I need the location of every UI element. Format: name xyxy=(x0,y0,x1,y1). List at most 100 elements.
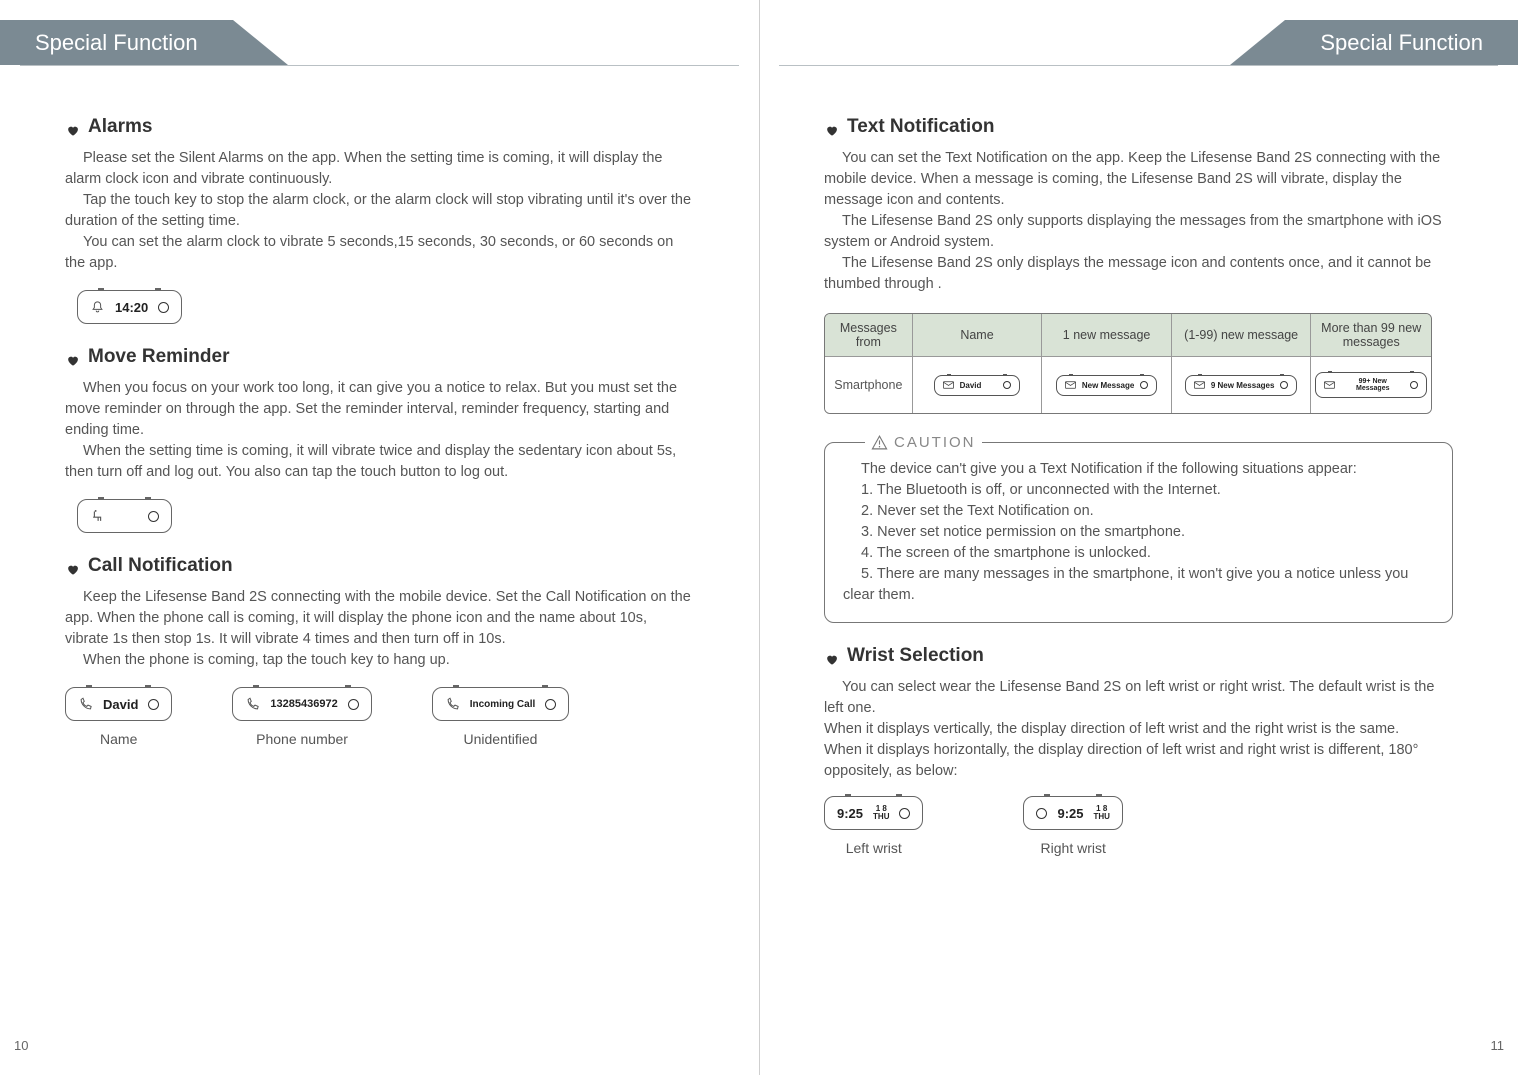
caution-label-text: CAUTION xyxy=(894,432,976,454)
call-pill-incoming-text: Incoming Call xyxy=(470,699,536,710)
heart-icon xyxy=(65,560,80,573)
move-p2: When the setting time is coming, it will… xyxy=(65,441,694,483)
call-p1: Keep the Lifesense Band 2S connecting wi… xyxy=(65,587,694,650)
alarm-time: 14:20 xyxy=(115,300,148,315)
wrist-date-bot-r: THU xyxy=(1094,813,1110,821)
heart-icon xyxy=(824,650,839,663)
touch-circle-icon xyxy=(348,699,359,710)
wrist-time-left: 9:25 xyxy=(837,806,863,821)
alarms-title: Alarms xyxy=(88,116,152,138)
phone-icon xyxy=(78,697,93,712)
touch-circle-icon xyxy=(1280,381,1288,389)
table-row: Smartphone David New Message xyxy=(825,357,1431,413)
touch-circle-icon xyxy=(1140,381,1148,389)
text-notif-title: Text Notification xyxy=(847,116,994,138)
caption-unidentified: Unidentified xyxy=(464,731,538,747)
wrist-date-bot: THU xyxy=(873,813,889,821)
wrist-pill-right: 9:25 1 8 THU xyxy=(1023,796,1122,830)
call-pill-name: David xyxy=(65,687,172,721)
text-notif-p1: You can set the Text Notification on the… xyxy=(824,148,1453,211)
header-tab-left: Special Function xyxy=(0,20,288,65)
bell-icon xyxy=(90,300,105,315)
section-title-alarms: Alarms xyxy=(65,116,694,138)
th-0: Messages from xyxy=(825,314,913,356)
th-2: 1 new message xyxy=(1042,314,1172,356)
move-title: Move Reminder xyxy=(88,346,229,368)
call-title: Call Notification xyxy=(88,555,233,577)
call-pill-number-text: 13285436972 xyxy=(270,698,337,710)
alarms-p3: You can set the alarm clock to vibrate 5… xyxy=(65,232,694,274)
td-3: 9 New Messages xyxy=(1172,357,1312,413)
wrist-pill-row: 9:25 1 8 THU Left wrist 9:25 1 8 THU xyxy=(824,796,1453,856)
caution-label: CAUTION xyxy=(865,432,982,454)
text-notif-p2: The Lifesense Band 2S only supports disp… xyxy=(824,211,1453,253)
caption-left-wrist: Left wrist xyxy=(846,840,902,856)
header-rule xyxy=(20,65,739,66)
caption-name: Name xyxy=(100,731,137,747)
touch-circle-icon xyxy=(1003,381,1011,389)
move-body: When you focus on your work too long, it… xyxy=(65,378,694,483)
header-rule xyxy=(779,65,1498,66)
td-2: New Message xyxy=(1042,357,1172,413)
envelope-icon xyxy=(943,381,954,389)
call-pill-name-text: David xyxy=(103,697,138,712)
touch-circle-icon xyxy=(148,511,159,522)
sedentary-icon xyxy=(90,509,105,524)
mini-pill-newmsg-text: New Message xyxy=(1082,381,1134,390)
caution-item-3: 3. Never set notice permission on the sm… xyxy=(843,522,1434,543)
call-pill-number: 13285436972 xyxy=(232,687,371,721)
call-p2: When the phone is coming, tap the touch … xyxy=(65,650,694,671)
th-1: Name xyxy=(913,314,1043,356)
alarms-p1: Please set the Silent Alarms on the app.… xyxy=(65,148,694,190)
caution-intro: The device can't give you a Text Notific… xyxy=(843,459,1434,480)
section-title-move: Move Reminder xyxy=(65,346,694,368)
mini-pill-david: David xyxy=(934,375,1021,396)
caution-item-1: 1. The Bluetooth is off, or unconnected … xyxy=(843,480,1434,501)
page-number-left: 10 xyxy=(14,1038,28,1053)
right-content: Text Notification You can set the Text N… xyxy=(824,110,1453,856)
mini-pill-99msg-text: 99+ New Messages xyxy=(1341,378,1404,392)
table-header-row: Messages from Name 1 new message (1-99) … xyxy=(825,314,1431,357)
th-4: More than 99 new messages xyxy=(1311,314,1431,356)
th-3: (1-99) new message xyxy=(1172,314,1312,356)
call-pill-incoming: Incoming Call xyxy=(432,687,570,721)
mini-pill-david-text: David xyxy=(960,381,982,390)
phone-icon xyxy=(445,697,460,712)
page-number-right: 11 xyxy=(1491,1038,1505,1053)
caution-item-5: 5. There are many messages in the smartp… xyxy=(843,564,1434,606)
touch-circle-icon xyxy=(545,699,556,710)
touch-circle-icon xyxy=(1036,808,1047,819)
section-title-text-notif: Text Notification xyxy=(824,116,1453,138)
caution-item-4: 4. The screen of the smartphone is unloc… xyxy=(843,543,1434,564)
heart-icon xyxy=(65,121,80,134)
wrist-title: Wrist Selection xyxy=(847,645,984,667)
move-p1: When you focus on your work too long, it… xyxy=(65,378,694,441)
envelope-icon xyxy=(1324,381,1335,389)
header-tab-tri xyxy=(233,20,288,65)
wrist-time-right: 9:25 xyxy=(1057,806,1083,821)
wrist-p1: You can select wear the Lifesense Band 2… xyxy=(824,677,1453,719)
mini-pill-9msg: 9 New Messages xyxy=(1185,375,1298,396)
caution-item-2: 2. Never set the Text Notification on. xyxy=(843,501,1434,522)
touch-circle-icon xyxy=(899,808,910,819)
touch-circle-icon xyxy=(1410,381,1418,389)
touch-circle-icon xyxy=(158,302,169,313)
call-pill-row: David Name 13285436972 Phone number xyxy=(65,687,694,747)
right-page: Special Function Text Notification You c… xyxy=(759,0,1518,1075)
heart-icon xyxy=(824,121,839,134)
caption-number: Phone number xyxy=(256,731,348,747)
td-1: David xyxy=(913,357,1043,413)
envelope-icon xyxy=(1194,381,1205,389)
caution-box: CAUTION The device can't give you a Text… xyxy=(824,442,1453,623)
alarms-p2: Tap the touch key to stop the alarm cloc… xyxy=(65,190,694,232)
left-page: Special Function Alarms Please set the S… xyxy=(0,0,759,1075)
alarm-pill: 14:20 xyxy=(77,290,182,324)
wrist-body: You can select wear the Lifesense Band 2… xyxy=(824,677,1453,782)
notification-table: Messages from Name 1 new message (1-99) … xyxy=(824,313,1432,414)
header-title-right: Special Function xyxy=(1285,20,1518,65)
mini-pill-newmsg: New Message xyxy=(1056,375,1157,396)
left-content: Alarms Please set the Silent Alarms on t… xyxy=(65,110,694,747)
heart-icon xyxy=(65,351,80,364)
header-title-left: Special Function xyxy=(0,20,233,65)
wrist-p3: When it displays horizontally, the displ… xyxy=(824,740,1453,782)
